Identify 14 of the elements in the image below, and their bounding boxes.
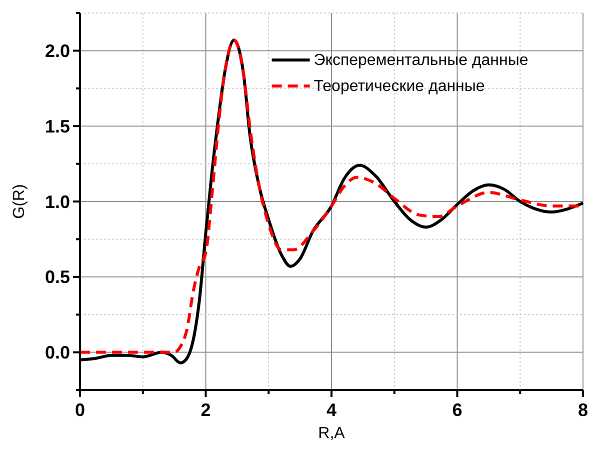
x-tick-label: 6: [452, 400, 462, 420]
y-tick-label: 0.5: [44, 267, 70, 288]
x-tick-label: 2: [200, 400, 211, 420]
x-tick-label: 4: [326, 400, 337, 420]
x-axis-title: R,A: [318, 425, 346, 442]
y-tick-label: 1.5: [44, 116, 70, 136]
y-tick-label: 2.0: [44, 41, 70, 61]
x-tick-label: 8: [578, 400, 588, 420]
x-tick-label: 0: [74, 400, 86, 420]
y-tick-label: 0.0: [44, 342, 70, 363]
y-tick-label: 1.0: [44, 192, 70, 212]
legend-label: Теоретические данные: [314, 78, 485, 95]
y-axis-title: G(R): [11, 184, 28, 219]
legend-label: Эксперементальные данные: [314, 52, 528, 69]
